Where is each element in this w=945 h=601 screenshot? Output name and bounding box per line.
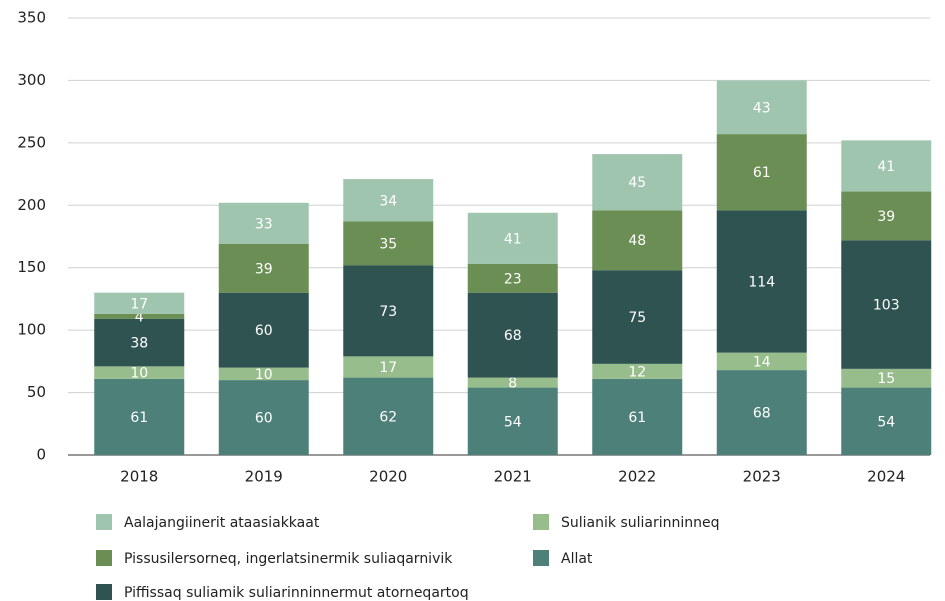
bar-segment	[343, 377, 434, 455]
legend-swatch	[96, 584, 112, 600]
bar-segment	[592, 378, 683, 455]
bar-segment	[94, 318, 185, 367]
y-tick-label: 300	[17, 71, 46, 89]
bar-segment	[218, 367, 309, 381]
bar-segment	[343, 265, 434, 357]
bar-segment	[94, 292, 185, 314]
value-label: 60	[255, 323, 273, 339]
bar-segment	[592, 154, 683, 211]
bar-segment	[716, 210, 807, 353]
value-label: 17	[130, 296, 148, 312]
legend-label: Allat	[561, 551, 593, 567]
legend-label: Aalajangiinerit ataasiakkaat	[124, 515, 320, 531]
value-label: 61	[753, 165, 771, 181]
legend-swatch	[533, 550, 549, 566]
legend-swatch	[533, 514, 549, 530]
bar-segment	[841, 240, 932, 369]
value-label: 68	[504, 328, 522, 344]
bar-segment	[343, 179, 434, 222]
bar-segment	[592, 363, 683, 379]
bar-segment	[841, 368, 932, 388]
bar-segment	[592, 270, 683, 364]
bar-segment	[218, 292, 309, 368]
value-label: 43	[753, 100, 771, 116]
value-label: 54	[877, 414, 895, 430]
y-tick-label: 50	[27, 383, 46, 401]
x-tick-label: 2022	[618, 468, 656, 486]
x-tick-label: 2024	[867, 468, 905, 486]
value-label: 41	[877, 159, 895, 175]
value-label: 39	[877, 209, 895, 225]
value-label: 61	[130, 410, 148, 426]
value-label: 45	[628, 175, 646, 191]
bar-segment	[841, 140, 932, 192]
value-label: 17	[379, 360, 397, 376]
bar-segment	[218, 380, 309, 455]
value-label: 75	[628, 310, 646, 326]
bar-segment	[343, 221, 434, 266]
bar-segment	[716, 80, 807, 135]
bar-segment	[218, 202, 309, 244]
value-label: 34	[379, 193, 397, 209]
bar-segment	[467, 387, 558, 455]
bar-segment	[94, 313, 185, 319]
legend-label: Pissusilersorneq, ingerlatsinermik sulia…	[124, 551, 453, 567]
value-label: 4	[135, 309, 144, 325]
bar-segment	[94, 366, 185, 379]
value-label: 62	[379, 409, 397, 425]
value-label: 14	[753, 354, 771, 370]
y-tick-label: 250	[17, 133, 46, 151]
bar-segment	[841, 387, 932, 455]
legend-swatch	[96, 514, 112, 530]
value-label: 10	[130, 366, 148, 382]
x-tick-label: 2020	[369, 468, 407, 486]
value-label: 8	[508, 376, 517, 392]
value-label: 61	[628, 410, 646, 426]
value-label: 60	[255, 411, 273, 427]
bar-segment	[841, 191, 932, 241]
value-label: 41	[504, 231, 522, 247]
y-tick-label: 350	[17, 9, 46, 27]
bar-segment	[467, 377, 558, 388]
bar-segment	[716, 134, 807, 211]
value-label: 38	[130, 336, 148, 352]
bar-segment	[94, 378, 185, 455]
bar-segment	[592, 210, 683, 271]
value-label: 23	[504, 271, 522, 287]
x-tick-label: 2018	[120, 468, 158, 486]
bar-segment	[467, 263, 558, 293]
x-tick-label: 2019	[245, 468, 283, 486]
value-label: 103	[873, 298, 900, 314]
value-label: 68	[753, 406, 771, 422]
value-label: 33	[255, 216, 273, 232]
value-label: 73	[379, 304, 397, 320]
bar-segment	[467, 292, 558, 378]
bar-segment	[218, 243, 309, 293]
y-tick-label: 150	[17, 258, 46, 276]
value-label: 35	[379, 236, 397, 252]
bar-segment	[343, 356, 434, 378]
value-label: 114	[748, 274, 775, 290]
legend-label: Piffissaq suliamik suliarinninnermut ato…	[124, 585, 469, 601]
legend-swatch	[96, 550, 112, 566]
y-tick-label: 100	[17, 321, 46, 339]
bar-segment	[716, 370, 807, 455]
value-label: 48	[628, 233, 646, 249]
legend-label: Sulianik suliarinninneq	[561, 515, 720, 531]
value-label: 12	[628, 364, 646, 380]
value-label: 10	[255, 367, 273, 383]
x-tick-label: 2021	[494, 468, 532, 486]
x-tick-label: 2023	[743, 468, 781, 486]
bar-segment	[716, 352, 807, 371]
value-label: 54	[504, 414, 522, 430]
value-label: 39	[255, 261, 273, 277]
y-tick-label: 0	[36, 446, 46, 464]
value-label: 15	[877, 371, 895, 387]
bar-segment	[467, 212, 558, 264]
y-tick-label: 200	[17, 196, 46, 214]
